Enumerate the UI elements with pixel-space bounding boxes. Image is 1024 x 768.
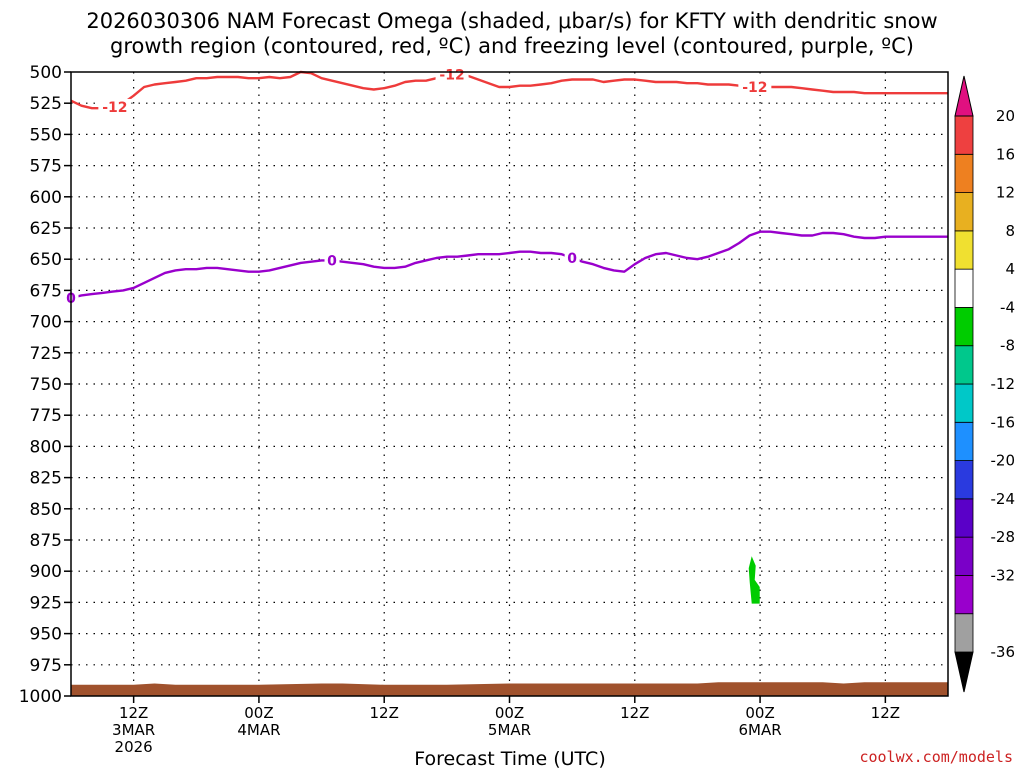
colorbar-segment	[954, 192, 974, 232]
y-tick-label: 825	[30, 469, 62, 489]
colorbar-label: -20	[991, 452, 1016, 470]
contour-dendritic-minus12: -12 -12 -12	[70, 66, 948, 116]
x-tick-label: 12Z	[119, 704, 148, 722]
colorbar-label: 20	[996, 107, 1015, 125]
contour-label-bg	[324, 252, 340, 269]
y-tick-label: 750	[30, 375, 62, 395]
x-tick-label: 12Z	[370, 704, 399, 722]
colorbar-segment	[954, 536, 974, 576]
y-tick-label: 875	[30, 531, 62, 551]
y-tick-label: 550	[30, 125, 62, 145]
x-tick-label: 2026	[115, 738, 153, 756]
x-tick-label: 5MAR	[488, 721, 531, 739]
credit-text: coolwx.com/models	[859, 748, 1013, 766]
x-tick-label: 12Z	[620, 704, 649, 722]
colorbar: 20 16 12 8 4 -4 -8 -12 -16 -20 -24 -28 -32 -36	[954, 75, 1016, 693]
colorbar-segment	[954, 268, 974, 308]
y-tick-label: 725	[30, 344, 62, 364]
colorbar-label: 8	[1005, 222, 1015, 240]
y-tick-label: 800	[30, 437, 62, 457]
colorbar-segment	[954, 460, 974, 500]
y-tick-label: 1000	[19, 687, 62, 707]
colorbar-label: -12	[991, 375, 1016, 393]
colorbar-segment	[954, 613, 974, 653]
contour-label: 0	[327, 253, 337, 269]
colorbar-segment	[954, 498, 974, 538]
y-tick-label: 675	[30, 281, 62, 301]
x-tick-label: 6MAR	[738, 721, 781, 739]
x-axis-title: Forecast Time (UTC)	[414, 748, 605, 768]
colorbar-label: -24	[991, 490, 1016, 508]
x-tick-label: 3MAR	[112, 721, 155, 739]
y-tick-label: 950	[30, 625, 62, 645]
y-tick-label: 900	[30, 562, 62, 582]
y-tick-label: 925	[30, 593, 62, 613]
y-tick-label: 850	[30, 500, 62, 520]
colorbar-segment	[954, 345, 974, 385]
y-tick-label: 525	[30, 94, 62, 114]
colorbar-label: 16	[996, 145, 1015, 163]
contour-label-bg	[738, 78, 772, 95]
x-tick-label: 00Z	[745, 704, 774, 722]
y-tick-label: 500	[30, 63, 62, 83]
colorbar-segment	[954, 115, 974, 155]
x-tick-label: 00Z	[495, 704, 524, 722]
y-axis: 500 525 550 575 600 625 650 675 700 725 750 775 800 8…	[19, 63, 71, 707]
chart-title-line1: 2026030306 NAM Forecast Omega (shaded, μ…	[86, 9, 937, 33]
colorbar-label: -4	[1000, 298, 1015, 316]
colorbar-segment	[954, 153, 974, 193]
colorbar-segment	[954, 230, 974, 270]
colorbar-label: -36	[991, 643, 1016, 661]
colorbar-tip-bottom	[954, 651, 974, 693]
x-tick-label: 00Z	[244, 704, 273, 722]
contour-label: -12	[102, 100, 127, 116]
omega-shaded-region	[748, 556, 760, 604]
y-tick-label: 975	[30, 656, 62, 676]
colorbar-tip-top	[954, 75, 974, 117]
colorbar-label: 12	[996, 184, 1015, 202]
surface-terrain	[71, 682, 948, 696]
y-tick-label: 625	[30, 219, 62, 239]
colorbar-segment	[954, 421, 974, 461]
contour-line	[70, 70, 948, 110]
colorbar-segment	[954, 383, 974, 423]
plot-area	[71, 72, 948, 696]
colorbar-label: -32	[991, 566, 1016, 584]
y-tick-label: 575	[30, 157, 62, 177]
y-tick-label: 650	[30, 250, 62, 270]
y-tick-label: 600	[30, 188, 62, 208]
y-tick-label: 775	[30, 406, 62, 426]
colorbar-label: -28	[991, 528, 1016, 546]
x-tick-label: 12Z	[871, 704, 900, 722]
contour-label-bg	[564, 249, 580, 266]
colorbar-segment	[954, 307, 974, 347]
contour-label-bg	[98, 98, 132, 115]
colorbar-label: -16	[991, 413, 1016, 431]
colorbar-segment	[954, 575, 974, 615]
y-tick-label: 700	[30, 313, 62, 333]
x-tick-label: 4MAR	[237, 721, 280, 739]
contour-line	[70, 230, 948, 300]
colorbar-label: -8	[1000, 337, 1015, 355]
omega-shading	[748, 556, 760, 604]
surface-band	[71, 682, 948, 696]
chart-title-line2: growth region (contoured, red, ºC) and f…	[110, 34, 914, 58]
contour-label: -12	[439, 67, 464, 83]
colorbar-label: 4	[1005, 260, 1015, 278]
contour-label: -12	[742, 80, 767, 96]
contour-label-bg	[435, 66, 469, 83]
contour-label: 0	[567, 251, 577, 267]
